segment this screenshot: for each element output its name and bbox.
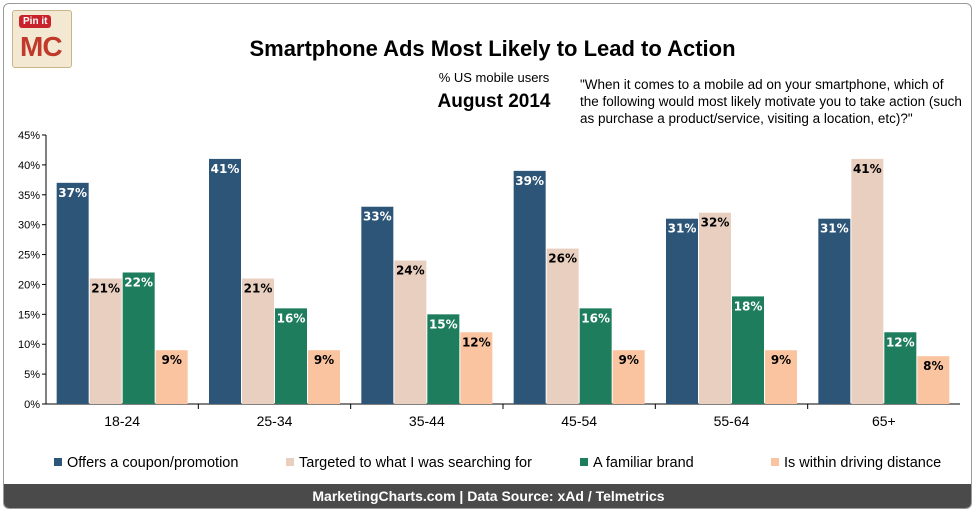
data-label: 16% [277, 311, 306, 325]
y-tick-label: 45% [18, 130, 40, 142]
legend-label: Offers a coupon/promotion [67, 455, 239, 471]
chart-date: August 2014 [437, 91, 551, 112]
data-label: 41% [211, 162, 240, 176]
data-label: 31% [668, 222, 697, 236]
bar [155, 350, 188, 404]
data-label: 15% [429, 317, 458, 331]
bar [699, 212, 731, 404]
data-label: 31% [820, 222, 849, 236]
legend: Offers a coupon/promotion Targeted to wha… [54, 455, 971, 475]
y-tick-label: 15% [18, 309, 40, 321]
bar [666, 218, 698, 404]
legend-item: A familiar brand [580, 455, 694, 471]
data-label: 26% [548, 252, 577, 266]
data-label: 39% [515, 174, 544, 188]
bar [122, 272, 155, 404]
bar [579, 308, 612, 404]
data-label: 12% [462, 335, 491, 349]
bar [242, 278, 274, 404]
data-label: 21% [244, 281, 273, 295]
x-tick-label: 45-54 [561, 413, 597, 429]
x-tick-label: 25-34 [257, 413, 293, 429]
legend-item: Targeted to what I was searching for [286, 455, 532, 471]
data-label: 41% [853, 162, 882, 176]
logo-text: MC [20, 31, 63, 62]
y-tick-label: 0% [24, 399, 40, 411]
bar [460, 332, 493, 404]
legend-item: Is within driving distance [771, 455, 941, 471]
data-label: 8% [923, 359, 943, 373]
bar [884, 332, 917, 404]
data-label: 18% [734, 299, 763, 313]
bar [851, 158, 884, 404]
bar [612, 350, 645, 404]
data-label: 9% [771, 353, 791, 367]
bar [308, 350, 340, 404]
bar [361, 206, 394, 404]
bar [89, 278, 122, 404]
bar [546, 248, 579, 404]
legend-swatch [771, 458, 779, 467]
y-tick-label: 5% [24, 369, 40, 381]
bar [732, 296, 764, 404]
data-label: 16% [581, 311, 610, 325]
footer-source: MarketingCharts.com | Data Source: xAd /… [4, 484, 971, 508]
chart-title: Smartphone Ads Most Likely to Lead to Ac… [249, 36, 736, 61]
mc-logo[interactable]: Pin it MC [12, 10, 72, 68]
chart-subtitle: % US mobile users [438, 70, 550, 85]
bar [394, 260, 427, 404]
legend-swatch [580, 458, 588, 467]
data-label: 9% [161, 353, 181, 367]
bar [56, 182, 89, 404]
data-label: 12% [886, 335, 915, 349]
data-label: 24% [396, 264, 425, 278]
legend-item: Offers a coupon/promotion [54, 455, 238, 471]
chart-frame: Pin it MC Smartphone Ads Most Likely to … [3, 3, 972, 509]
bar [209, 158, 241, 404]
y-tick-label: 25% [18, 250, 40, 262]
data-label: 9% [618, 353, 638, 367]
y-tick-label: 10% [18, 339, 40, 351]
legend-label: Is within driving distance [784, 455, 942, 471]
legend-swatch [54, 458, 62, 467]
bar [427, 314, 460, 404]
data-label: 33% [363, 210, 392, 224]
x-tick-label: 55-64 [714, 413, 750, 429]
bar [765, 350, 797, 404]
legend-label: Targeted to what I was searching for [299, 455, 532, 471]
data-label: 9% [314, 353, 334, 367]
bar-chart: 0% 5% 10% 15% 20% 25% 30% 35% 40% 45% 37% 21% 22% 9% 1… [18, 130, 960, 429]
bar [513, 170, 546, 404]
x-tick-label: 65+ [872, 413, 896, 429]
bar [275, 308, 307, 404]
pin-it-button[interactable]: Pin it [19, 15, 52, 28]
survey-question: "When it comes to a mobile ad on your sm… [580, 77, 962, 126]
x-tick-label: 35-44 [409, 413, 445, 429]
legend-swatch [286, 458, 294, 467]
data-label: 21% [91, 281, 120, 295]
data-label: 22% [124, 275, 153, 289]
y-tick-label: 30% [18, 220, 40, 232]
y-tick-label: 20% [18, 279, 40, 291]
y-tick-label: 35% [18, 190, 40, 202]
bar [818, 218, 851, 404]
y-tick-label: 40% [18, 160, 40, 172]
data-label: 32% [701, 216, 730, 230]
x-tick-label: 18-24 [104, 413, 140, 429]
bar [917, 356, 950, 404]
legend-label: A familiar brand [593, 455, 694, 471]
data-label: 37% [58, 186, 87, 200]
